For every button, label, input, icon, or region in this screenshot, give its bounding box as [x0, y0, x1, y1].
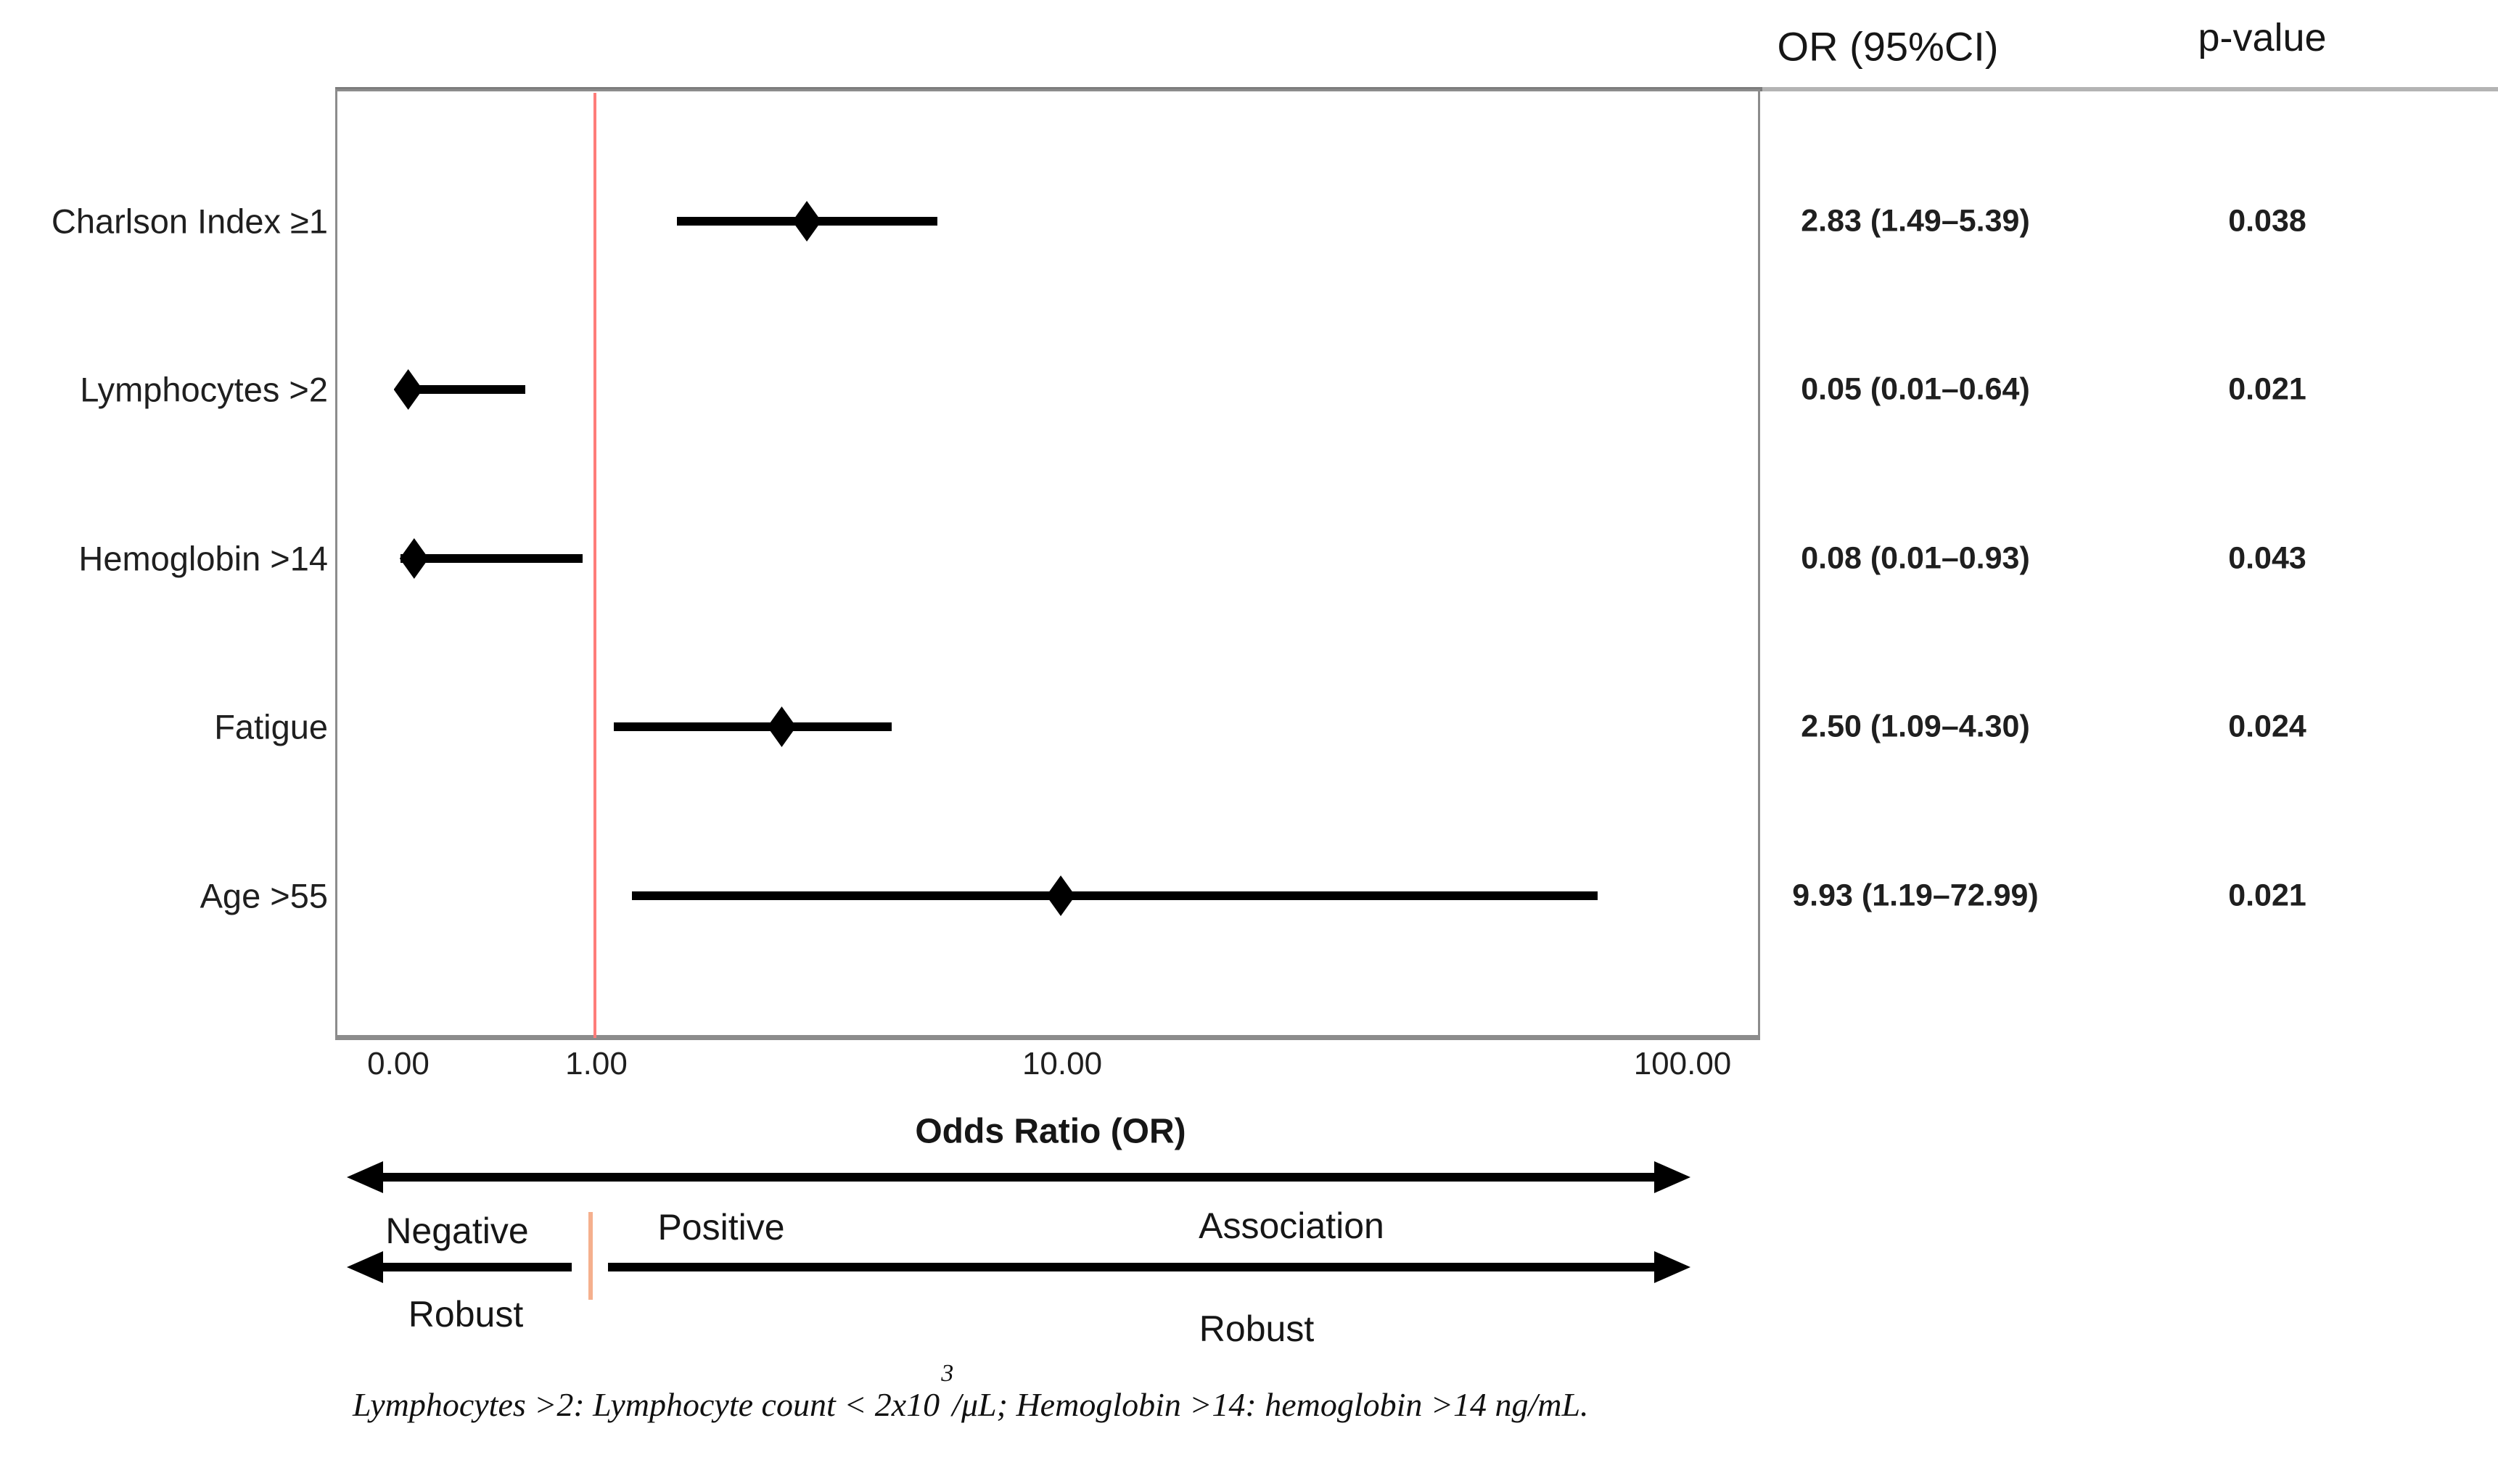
reference-line-or-1	[593, 93, 596, 1038]
x-axis-tick-label: 10.00	[1022, 1046, 1103, 1081]
row-label: Lymphocytes >2	[80, 370, 328, 409]
row-label: Age >55	[200, 876, 328, 915]
p-value: 0.043	[2228, 540, 2306, 576]
p-value: 0.021	[2228, 371, 2306, 407]
robust-right-arrow-shaft	[608, 1263, 1654, 1271]
row-label: Fatigue	[214, 707, 328, 746]
x-axis-title: Odds Ratio (OR)	[915, 1112, 1186, 1151]
p-value: 0.024	[2228, 709, 2306, 744]
x-axis-tick-label: 100.00	[1633, 1046, 1732, 1081]
x-axis-tick-label: 0.00	[367, 1046, 430, 1081]
association-label: Association	[1199, 1205, 1384, 1246]
x-axis-tick-label: 1.00	[565, 1046, 628, 1081]
robust-right-label: Robust	[1199, 1308, 1315, 1349]
association-arrow-right-head	[1654, 1161, 1690, 1193]
or-ci-value: 2.83 (1.49–5.39)	[1801, 203, 2030, 239]
confidence-interval-line	[400, 385, 525, 394]
or-ci-value: 2.50 (1.09–4.30)	[1801, 709, 2030, 744]
confidence-interval-line	[614, 722, 892, 731]
robust-left-arrow-head	[347, 1251, 383, 1283]
p-value-column-header: p-value	[2198, 16, 2327, 59]
or-ci-column-header: OR (95%CI)	[1777, 23, 1999, 70]
reference-tick-annotation	[588, 1212, 593, 1300]
row-label: Charlson Index ≥1	[51, 202, 328, 241]
footnote-superscript: 3	[941, 1359, 954, 1387]
footnote-text-2: /μL; Hemoglobin >14: hemoglobin >14 ng/m…	[952, 1386, 1589, 1424]
robust-left-arrow-shaft	[377, 1263, 572, 1271]
plot-area	[335, 89, 1760, 1040]
association-arrow-shaft	[377, 1173, 1658, 1182]
p-value: 0.038	[2228, 203, 2306, 239]
or-ci-value: 9.93 (1.19–72.99)	[1792, 878, 2039, 913]
footnote: Lymphocytes >2: Lymphocyte count < 2x103…	[353, 1360, 1589, 1424]
footnote-text-1: Lymphocytes >2: Lymphocyte count < 2x10	[353, 1386, 940, 1424]
p-value: 0.021	[2228, 878, 2306, 913]
robust-right-arrow-head	[1654, 1251, 1690, 1283]
robust-left-label: Robust	[408, 1294, 524, 1335]
negative-label: Negative	[385, 1211, 529, 1251]
or-ci-value: 0.05 (0.01–0.64)	[1801, 371, 2030, 407]
association-arrow-left-head	[347, 1161, 383, 1193]
confidence-interval-line	[400, 554, 583, 563]
confidence-interval-line	[631, 891, 1598, 900]
or-ci-value: 0.08 (0.01–0.93)	[1801, 540, 2030, 576]
header-separator-right-segment	[1762, 87, 2498, 91]
row-label: Hemoglobin >14	[78, 539, 328, 578]
positive-label: Positive	[657, 1207, 785, 1248]
